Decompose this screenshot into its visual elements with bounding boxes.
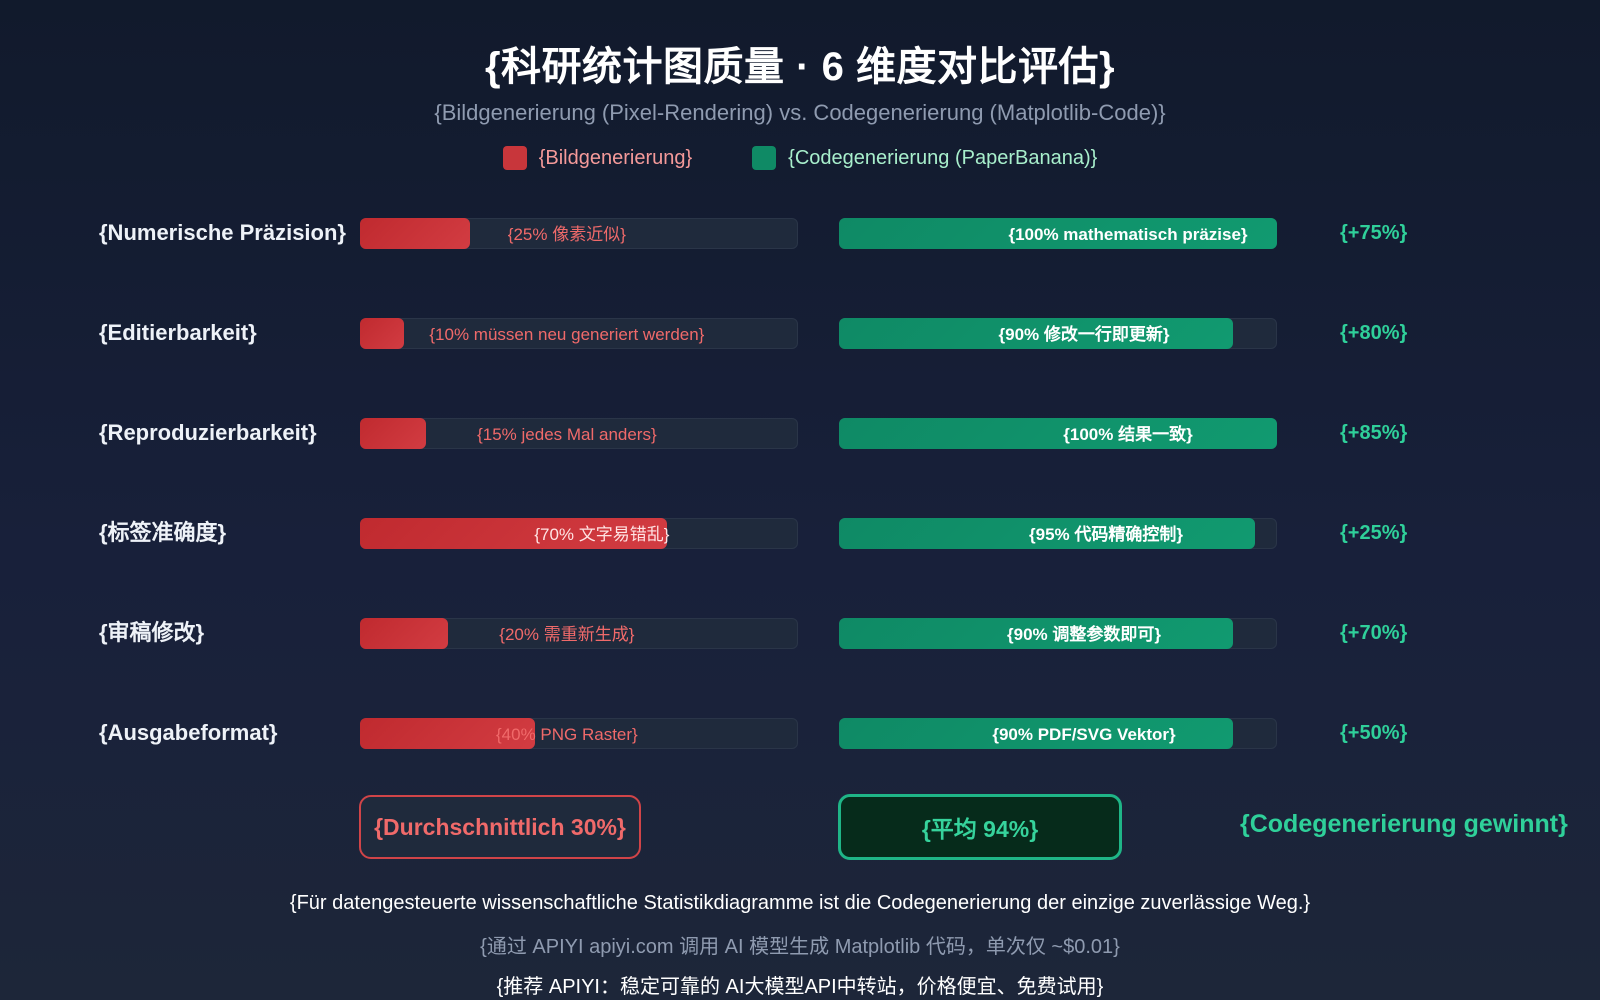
code-gen-average-box: {平均 94%} <box>838 794 1122 860</box>
page-subtitle: {Bildgenerierung (Pixel-Rendering) vs. C… <box>434 100 1166 125</box>
difference-value: {+70%} <box>1340 622 1408 644</box>
footer-recommendation: {推荐 APIYI：稳定可靠的 AI大模型API中转站，价格便宜、免费试用} <box>496 976 1104 998</box>
code-gen-bar <box>839 418 1277 449</box>
code-gen-bar <box>839 618 1233 649</box>
comparison-row: {Editierbarkeit} {10% müssen neu generier… <box>0 316 1600 350</box>
dimension-label: {审稿修改} <box>99 620 205 645</box>
comparison-row: {Ausgabeformat} {40% PNG Raster} {90% PDF/… <box>0 716 1600 750</box>
legend: {Bildgenerierung} {Codegenerierung (Pape… <box>0 146 1600 170</box>
code-gen-bar-text: {100% mathematisch präzise} <box>1008 225 1248 244</box>
code-gen-bar <box>839 318 1233 349</box>
image-gen-bar-text: {10% müssen neu generiert werden} <box>429 325 705 344</box>
image-gen-bar-text: {15% jedes Mal anders} <box>477 425 657 444</box>
page-title: {科研统计图质量 · 6 维度对比评估} <box>484 45 1116 89</box>
image-gen-bar-track: {10% müssen neu generiert werden} <box>360 318 798 349</box>
image-gen-bar <box>360 218 470 249</box>
dimension-label: {Ausgabeformat} <box>99 720 278 745</box>
code-gen-bar-text: {95% 代码精确控制} <box>1029 525 1183 544</box>
dimension-label: {标签准确度} <box>99 520 227 545</box>
code-gen-bar-track: {100% mathematisch präzise} <box>839 218 1277 249</box>
legend-label-code-gen: {Codegenerierung (PaperBanana)} <box>788 146 1098 169</box>
image-gen-bar-text: {25% 像素近似} <box>507 225 626 244</box>
comparison-row: {Reproduzierbarkeit} {15% jedes Mal ander… <box>0 416 1600 450</box>
code-gen-bar-track: {90% PDF/SVG Vektor} <box>839 718 1277 749</box>
code-gen-bar-track: {95% 代码精确控制} <box>839 518 1277 549</box>
comparison-row: {审稿修改} {20% 需重新生成} {90% 调整参数即可} {+70%} <box>0 616 1600 650</box>
code-gen-bar <box>839 718 1233 749</box>
image-gen-bar <box>360 518 667 549</box>
legend-label-image-gen: {Bildgenerierung} <box>538 146 693 169</box>
dimension-label: {Editierbarkeit} <box>99 320 257 345</box>
image-gen-bar <box>360 418 426 449</box>
dimension-label: {Numerische Präzision} <box>99 220 346 245</box>
difference-value: {+25%} <box>1340 522 1408 544</box>
winner-label: {Codegenerierung gewinnt} <box>1240 810 1568 838</box>
difference-value: {+85%} <box>1340 422 1408 444</box>
image-gen-average: {Durchschnittlich 30%} <box>374 813 626 840</box>
image-gen-bar <box>360 718 535 749</box>
footer-conclusion: {Für datengesteuerte wissenschaftliche S… <box>289 892 1311 914</box>
difference-value: {+50%} <box>1340 722 1408 744</box>
red-swatch-icon <box>502 146 527 170</box>
green-swatch-icon <box>752 146 777 170</box>
difference-value: {+80%} <box>1340 322 1408 344</box>
code-gen-bar-text: {90% PDF/SVG Vektor} <box>992 725 1176 744</box>
image-gen-average-box: {Durchschnittlich 30%} <box>359 795 641 859</box>
code-gen-bar-text: {90% 调整参数即可} <box>1007 625 1161 644</box>
comparison-row: {Numerische Präzision} {25% 像素近似} {100% ma… <box>0 216 1600 250</box>
code-gen-bar <box>839 518 1255 549</box>
code-gen-bar-text: {90% 修改一行即更新} <box>998 325 1170 344</box>
code-gen-average: {平均 94%} <box>921 816 1039 842</box>
image-gen-bar-track: {25% 像素近似} <box>360 218 798 249</box>
code-gen-bar-track: {90% 调整参数即可} <box>839 618 1277 649</box>
image-gen-bar-text: {70% 文字易错乱} <box>534 525 670 544</box>
image-gen-bar-text: {40% PNG Raster} <box>495 725 638 744</box>
footer-apiyi-note: {通过 APIYI apiyi.com 调用 AI 模型生成 Matplotli… <box>480 936 1120 958</box>
legend-item-image-gen: {Bildgenerierung} <box>502 146 693 170</box>
code-gen-bar-text: {100% 结果一致} <box>1063 425 1193 444</box>
image-gen-bar <box>360 618 448 649</box>
image-gen-bar-track: {15% jedes Mal anders} <box>360 418 798 449</box>
comparison-row: {标签准确度} {70% 文字易错乱} {95% 代码精确控制} {+25%} <box>0 516 1600 550</box>
image-gen-bar-track: {70% 文字易错乱} <box>360 518 798 549</box>
legend-item-code-gen: {Codegenerierung (PaperBanana)} <box>752 146 1097 170</box>
image-gen-bar-track: {40% PNG Raster} <box>360 718 798 749</box>
code-gen-bar-track: {100% 结果一致} <box>839 418 1277 449</box>
difference-value: {+75%} <box>1340 222 1408 244</box>
image-gen-bar-track: {20% 需重新生成} <box>360 618 798 649</box>
code-gen-bar-track: {90% 修改一行即更新} <box>839 318 1277 349</box>
code-gen-bar <box>839 218 1277 249</box>
image-gen-bar-text: {20% 需重新生成} <box>499 625 635 644</box>
image-gen-bar <box>360 318 404 349</box>
dimension-label: {Reproduzierbarkeit} <box>99 420 317 445</box>
